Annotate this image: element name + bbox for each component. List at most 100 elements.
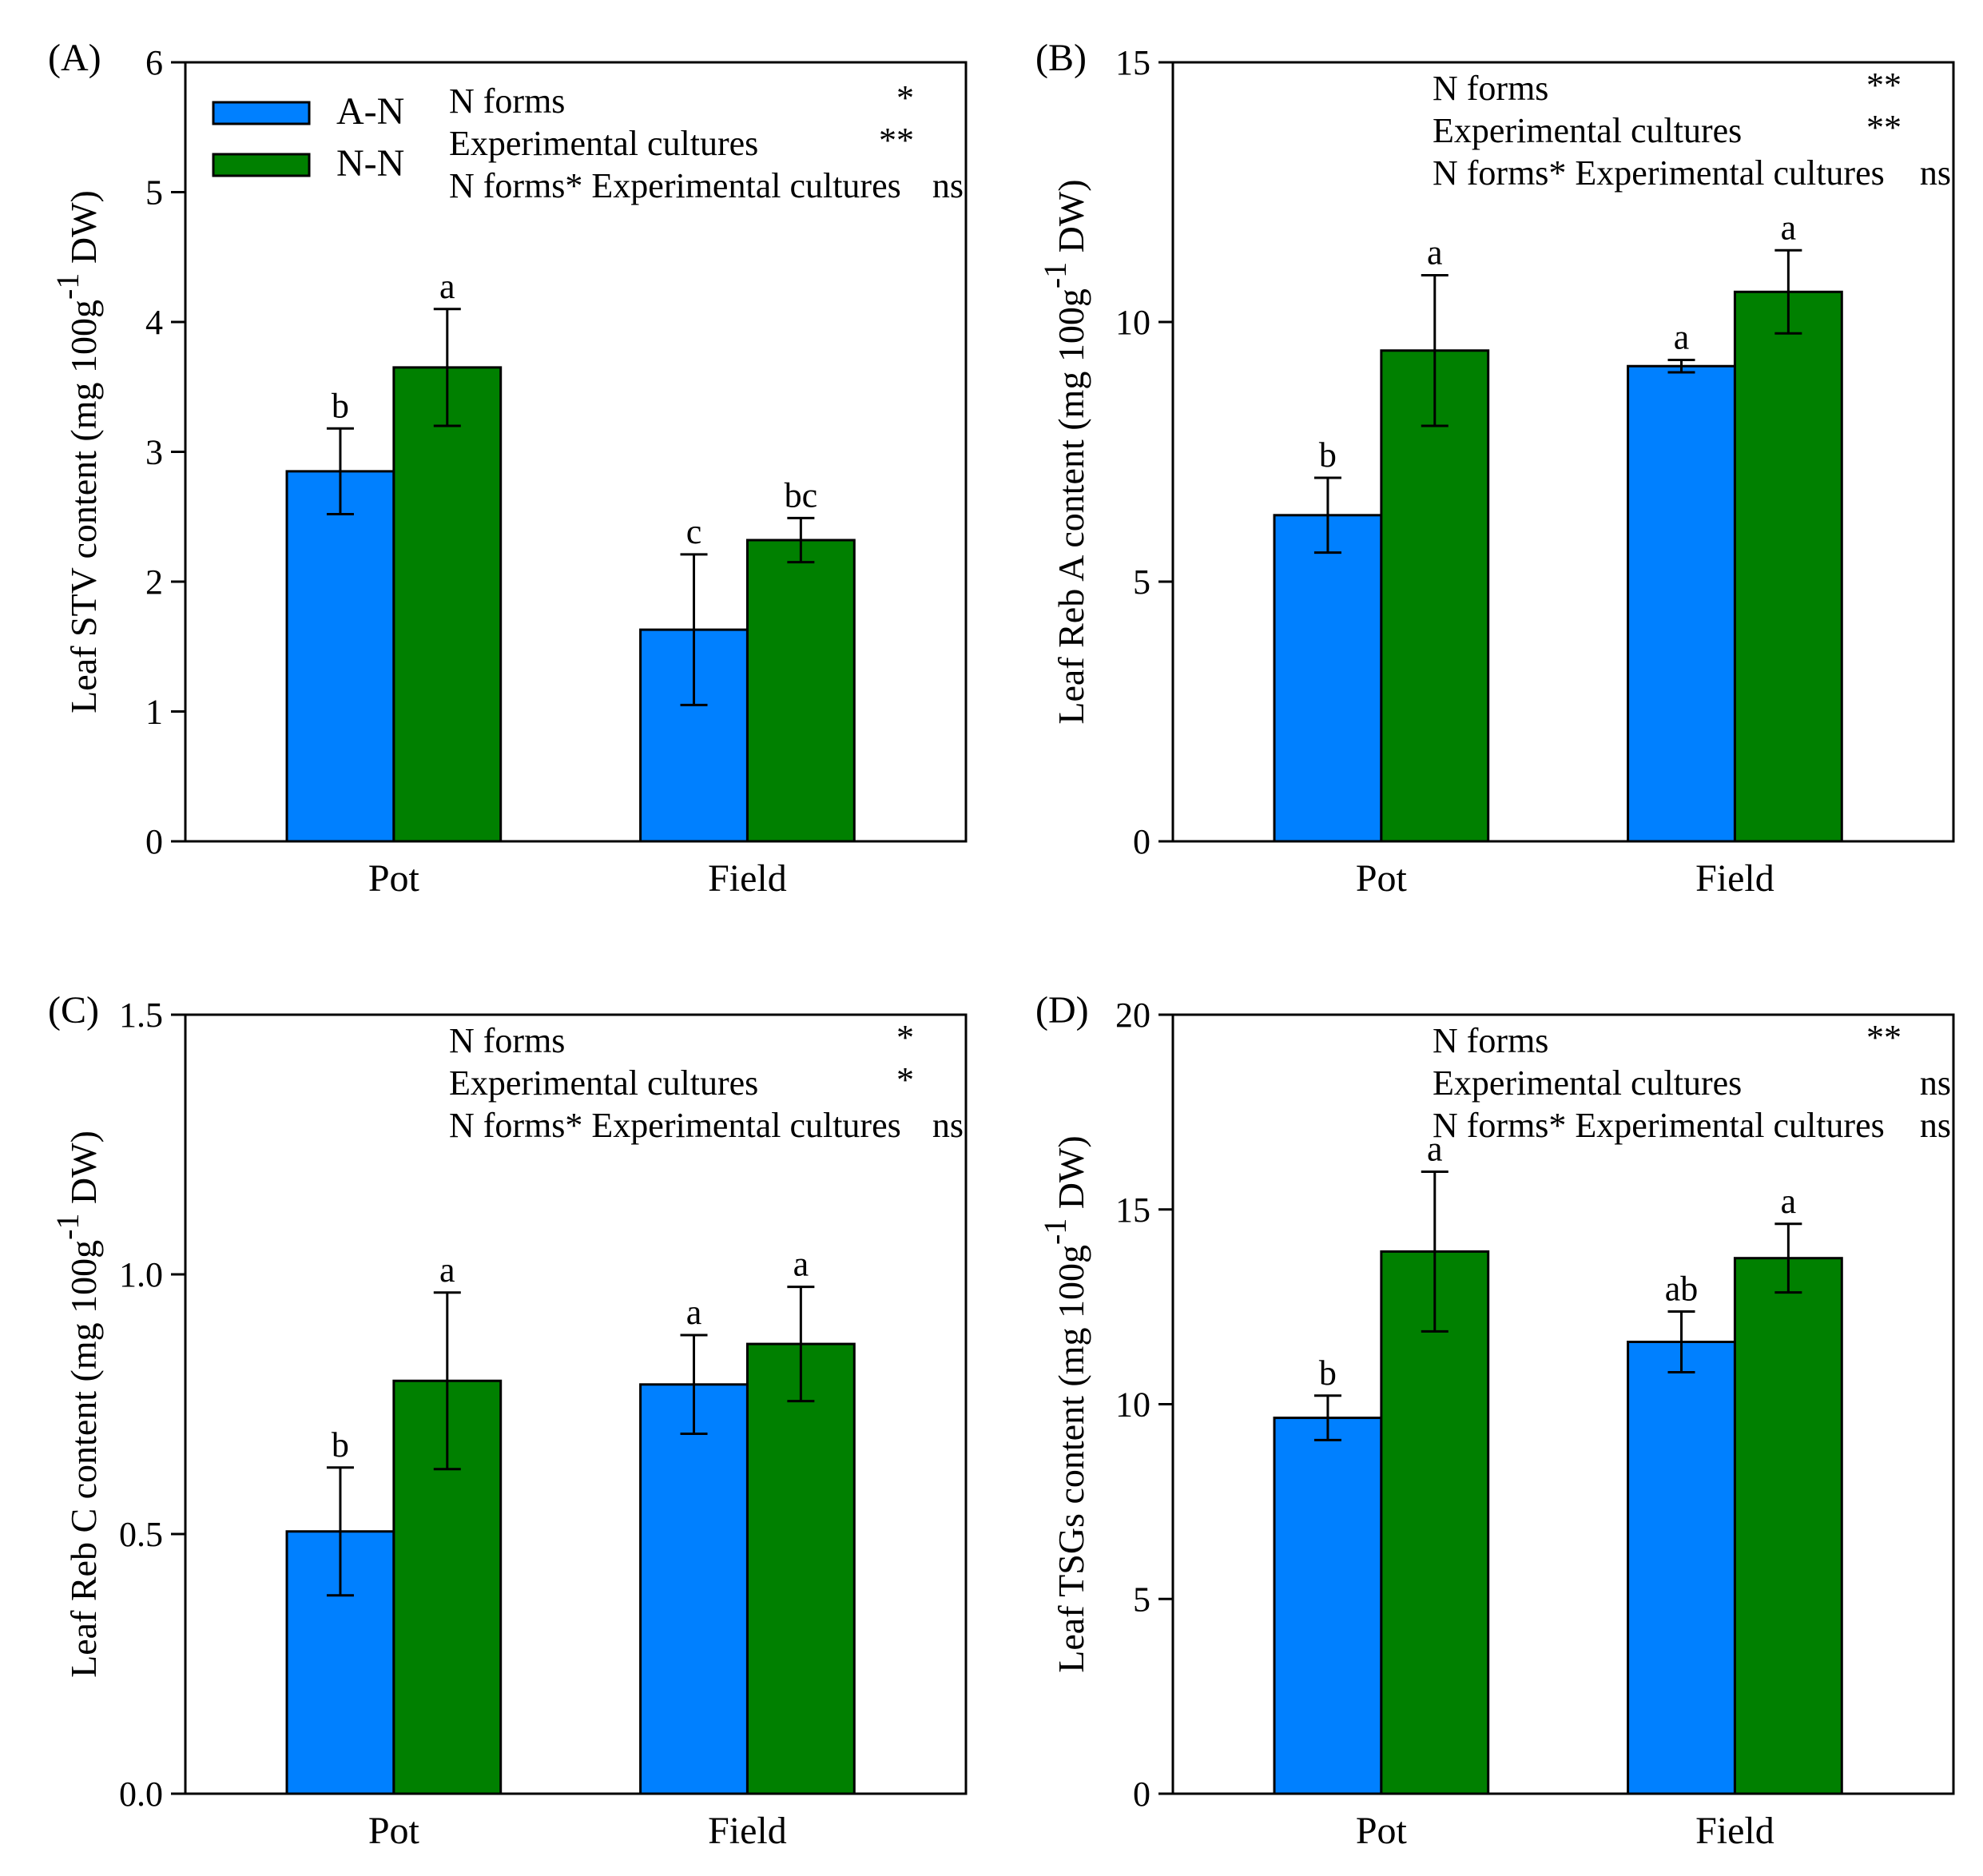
y-tick-label: 1 [145, 693, 163, 732]
stats-label: N forms* Experimental cultures [1433, 153, 1885, 193]
y-tick-label: 1.5 [119, 996, 163, 1035]
y-tick-label: 5 [145, 173, 163, 213]
y-tick-label: 20 [1115, 996, 1150, 1035]
stats-label: N forms [449, 81, 565, 121]
significance-letter: a [1781, 1182, 1797, 1221]
bar-n-n-pot [392, 1379, 503, 1795]
stats-label: N forms [1433, 1021, 1548, 1060]
y-axis-label-main: Leaf TSGs content (mg 100g [1051, 1245, 1091, 1673]
bar-a-n-pot [1273, 514, 1383, 843]
stats-label: N forms [1433, 69, 1548, 108]
significance-letter: bc [785, 475, 818, 515]
panel-label: (B) [1035, 37, 1087, 79]
stats-significance: * [896, 1018, 914, 1057]
panel-d: b ab a a 0 5 10 15 20 Pot Field (D) Leaf TSGs conten… [1035, 989, 1955, 1852]
y-tick-label: 0 [1133, 822, 1150, 861]
y-axis-label-sup: -1 [1037, 1218, 1073, 1245]
stats-significance: ** [1866, 1018, 1902, 1057]
panel-c: b a a a 0.0 0.5 1.0 1.5 Pot Field (C) Leaf Reb C co… [48, 989, 968, 1852]
y-axis-label-sup: -1 [1037, 262, 1073, 288]
x-tick-label: Pot [368, 1810, 420, 1852]
x-tick-label: Field [1695, 1810, 1774, 1852]
stats-label: N forms* Experimental cultures [1433, 1106, 1885, 1145]
y-tick-label: 0 [1133, 1775, 1150, 1814]
significance-letter: a [1674, 317, 1690, 356]
y-axis-label: Leaf TSGs content (mg 100g-1 DW) [1037, 1135, 1091, 1673]
y-axis-label: Leaf STV content (mg 100g-1 DW) [50, 190, 104, 713]
x-tick-label: Pot [1356, 1810, 1408, 1852]
y-axis-label-tail: DW) [63, 1131, 104, 1213]
x-tick-label: Field [708, 1810, 787, 1852]
stats-significance: ns [932, 1106, 964, 1145]
y-axis-label-tail: DW) [1051, 1135, 1091, 1218]
bar-a-n-field [639, 1383, 749, 1795]
stats-label: N forms [449, 1021, 565, 1060]
bar-n-n-field [745, 1342, 856, 1795]
bar-a-n-field [1627, 364, 1736, 843]
significance-letter: a [1427, 1129, 1443, 1168]
y-tick-label: 15 [1115, 1190, 1150, 1230]
y-tick-label: 6 [145, 43, 163, 82]
y-axis-label: Leaf Reb A content (mg 100g-1 DW) [1037, 179, 1091, 724]
y-tick-label: 10 [1115, 1385, 1150, 1425]
significance-letter: b [1319, 435, 1337, 475]
panel-label: (D) [1035, 989, 1089, 1031]
y-axis-label-main: Leaf STV content (mg 100g [63, 300, 104, 713]
y-tick-label: 5 [1133, 1580, 1150, 1619]
stats-label: Experimental cultures [1433, 1063, 1742, 1103]
bar-n-n-pot [1380, 1250, 1490, 1795]
bar-n-n-field [1733, 290, 1843, 843]
significance-letter: b [332, 1425, 349, 1465]
significance-letter: ab [1665, 1269, 1699, 1308]
panel-label: (C) [48, 989, 99, 1031]
legend-swatch-a-n [212, 101, 311, 125]
bar-a-n-field [1627, 1341, 1736, 1795]
legend-label: A-N [336, 90, 404, 133]
stats-significance: ns [1920, 1106, 1951, 1145]
bar-n-n-field [745, 539, 856, 843]
stats-label: N forms* Experimental cultures [449, 1106, 901, 1145]
significance-letter: c [686, 512, 702, 551]
plot-frame [1171, 61, 1955, 843]
y-tick-label: 4 [145, 303, 163, 342]
significance-letter: b [332, 386, 349, 425]
y-tick-label: 1.0 [119, 1255, 163, 1294]
y-tick-label: 0.0 [119, 1775, 163, 1814]
y-tick-label: 2 [145, 562, 163, 602]
stats-significance: ns [1920, 1063, 1951, 1103]
stats-label: Experimental cultures [449, 1063, 758, 1103]
y-axis-label-sup: -1 [50, 273, 85, 300]
significance-letter: a [439, 1250, 455, 1290]
stats-label: Experimental cultures [449, 124, 758, 163]
stats-significance: ** [1866, 108, 1902, 147]
significance-letter: a [686, 1293, 702, 1332]
y-tick-label: 3 [145, 433, 163, 472]
bar-n-n-field [1733, 1257, 1843, 1795]
legend-swatch-n-n [212, 153, 311, 177]
y-tick-label: 10 [1115, 303, 1150, 342]
stats-significance: ** [1866, 66, 1902, 105]
x-tick-label: Pot [1356, 857, 1408, 900]
stats-label: Experimental cultures [1433, 111, 1742, 150]
x-tick-label: Field [1695, 857, 1774, 900]
y-axis-label-main: Leaf Reb A content (mg 100g [1051, 288, 1091, 725]
y-axis-label-main: Leaf Reb C content (mg 100g [63, 1240, 104, 1678]
y-axis-label-tail: DW) [1051, 179, 1091, 261]
significance-letter: a [1781, 208, 1797, 247]
significance-letter: b [1319, 1353, 1337, 1393]
legend-label: N-N [336, 142, 404, 185]
stats-significance: ns [1920, 153, 1951, 193]
significance-letter: a [1427, 233, 1443, 272]
stats-label: N forms* Experimental cultures [449, 166, 901, 205]
significance-letter: a [439, 267, 455, 306]
stats-significance: ** [879, 121, 914, 160]
plot-frame [184, 1013, 968, 1795]
y-axis-label-tail: DW) [63, 190, 104, 272]
bar-n-n-pot [1380, 349, 1490, 843]
x-tick-label: Field [708, 857, 787, 900]
bar-n-n-pot [392, 366, 503, 843]
y-tick-label: 0.5 [119, 1515, 163, 1554]
panel-label: (A) [48, 37, 101, 79]
